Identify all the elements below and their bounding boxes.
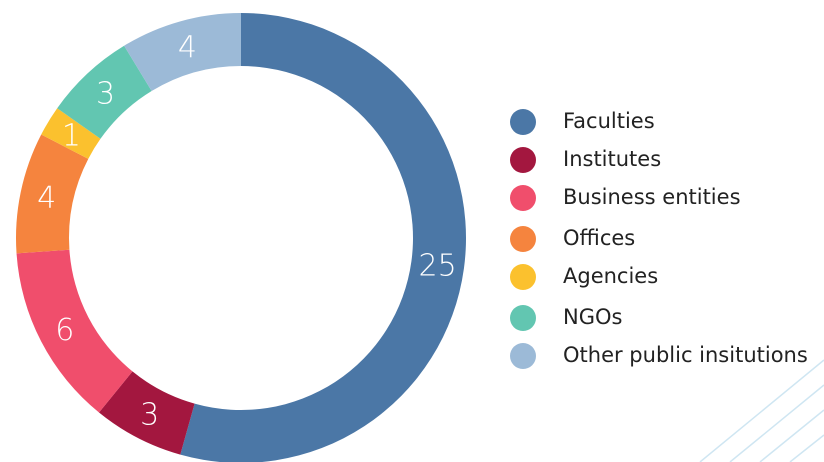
slice-label: 25 bbox=[419, 249, 457, 284]
slice-label: 1 bbox=[62, 118, 81, 153]
donut-slice bbox=[15, 134, 89, 254]
legend-swatch bbox=[510, 343, 536, 369]
legend-label: NGOs bbox=[563, 305, 622, 329]
legend-swatch bbox=[510, 185, 536, 211]
slice-label: 4 bbox=[37, 181, 56, 216]
legend-label: Other public insitutions bbox=[563, 343, 808, 367]
legend-swatch bbox=[510, 264, 536, 290]
legend-label: Faculties bbox=[563, 109, 655, 133]
slice-label: 4 bbox=[178, 30, 197, 65]
legend-swatch bbox=[510, 147, 536, 173]
legend-swatch bbox=[510, 226, 536, 252]
decoration bbox=[699, 359, 824, 462]
slice-label: 3 bbox=[140, 398, 159, 433]
legend-label: Offices bbox=[563, 226, 635, 250]
legend-swatch bbox=[510, 305, 536, 331]
legend-label: Business entities bbox=[563, 185, 741, 209]
legend-label: Institutes bbox=[563, 147, 661, 171]
donut-slice bbox=[57, 45, 152, 139]
legend-swatch bbox=[510, 109, 536, 135]
slice-label: 3 bbox=[96, 76, 115, 111]
donut-slice bbox=[99, 371, 195, 455]
donut-slice bbox=[124, 13, 241, 92]
donut-slice bbox=[16, 249, 133, 413]
legend-label: Agencies bbox=[563, 264, 658, 288]
slice-label: 6 bbox=[55, 313, 74, 348]
donut-slice bbox=[180, 13, 466, 462]
donut-slice bbox=[41, 108, 101, 159]
